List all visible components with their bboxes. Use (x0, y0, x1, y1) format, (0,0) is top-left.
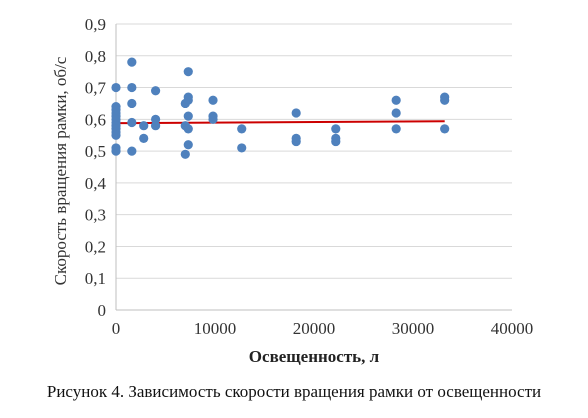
y-tick-label: 0,2 (85, 237, 106, 256)
data-point (111, 146, 121, 156)
y-tick-label: 0,8 (85, 47, 106, 66)
data-point (111, 130, 121, 140)
data-point (139, 121, 149, 131)
data-point (111, 82, 121, 93)
gridlines (116, 23, 512, 279)
data-point (440, 95, 450, 105)
y-tick-label: 0,3 (85, 206, 106, 225)
data-point (291, 136, 301, 147)
x-tick-label: 10000 (194, 319, 237, 338)
data-point (237, 143, 247, 153)
data-point (139, 133, 149, 143)
x-tick-label: 0 (112, 319, 121, 338)
data-point (127, 117, 137, 128)
scatter-chart: 0 0,1 0,2 0,3 0,4 0,5 0,6 0,7 0,8 0,9 0 10000 20000… (51, 15, 534, 366)
y-tick-label: 0,4 (85, 174, 107, 193)
y-axis-title: Скорость вращения рамки, об/с (51, 56, 70, 285)
data-point (291, 108, 301, 118)
data-point (391, 95, 401, 105)
axes (115, 24, 512, 311)
data-point (183, 95, 193, 105)
y-tick-label: 0,7 (85, 79, 107, 98)
y-tick-label: 0 (98, 301, 107, 320)
data-point (180, 149, 190, 159)
data-point (183, 67, 193, 77)
data-point (127, 146, 137, 156)
data-point (208, 114, 218, 124)
x-axis-title: Освещенность, л (249, 347, 380, 366)
y-tick-label: 0,6 (85, 110, 106, 129)
data-point (127, 57, 137, 67)
trendline (115, 120, 445, 125)
data-point (391, 108, 401, 118)
x-tick-label: 30000 (392, 319, 435, 338)
y-tick-labels: 0 0,1 0,2 0,3 0,4 0,5 0,6 0,7 0,8 0,9 (85, 15, 107, 320)
data-point (208, 95, 218, 105)
figure-caption: Рисунок 4. Зависимость скорости вращения… (46, 382, 542, 401)
trendline-group (115, 120, 445, 125)
data-point (151, 86, 161, 96)
y-tick-label: 0,9 (85, 15, 106, 34)
data-point (183, 111, 193, 121)
x-tick-label: 40000 (491, 319, 534, 338)
y-tick-label: 0,5 (85, 142, 106, 161)
y-tick-label: 0,1 (85, 269, 106, 288)
data-point (331, 136, 341, 147)
data-point (183, 124, 193, 134)
data-point (440, 124, 450, 134)
data-point (151, 114, 161, 124)
data-point (237, 124, 247, 134)
x-tick-labels: 0 10000 20000 30000 40000 (112, 319, 534, 338)
x-tick-label: 20000 (293, 319, 336, 338)
data-point (151, 121, 161, 131)
data-points (111, 57, 450, 159)
data-point (127, 82, 137, 93)
data-point (391, 124, 401, 134)
data-point (183, 140, 193, 150)
data-point (331, 124, 341, 134)
data-point (127, 98, 137, 109)
